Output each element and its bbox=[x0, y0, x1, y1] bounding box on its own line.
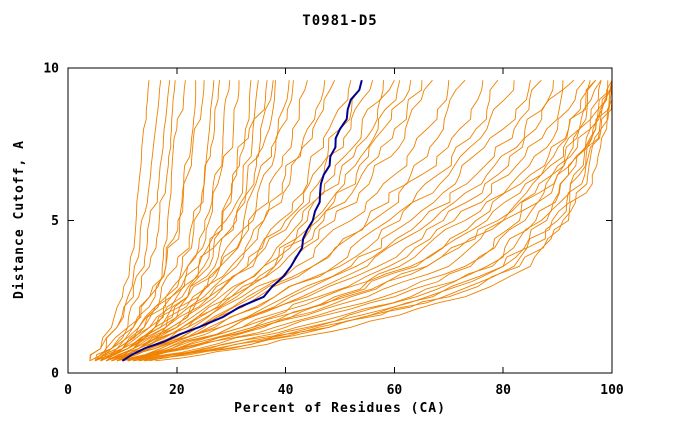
model-curve bbox=[138, 80, 609, 362]
model-curve bbox=[100, 80, 374, 362]
model-curve bbox=[111, 80, 352, 362]
model-curve bbox=[122, 79, 499, 362]
model-curve bbox=[94, 80, 162, 362]
model-curve bbox=[116, 80, 515, 362]
model-curve bbox=[133, 79, 597, 362]
model-curve bbox=[127, 80, 602, 362]
model-curve bbox=[133, 80, 613, 362]
model-curve bbox=[94, 80, 197, 361]
model-curve bbox=[100, 80, 186, 361]
model-curve bbox=[144, 80, 613, 362]
model-curve bbox=[94, 80, 176, 362]
model-curve bbox=[105, 80, 423, 362]
x-tick-label: 80 bbox=[495, 383, 511, 398]
x-tick-label: 100 bbox=[600, 383, 624, 398]
model-curve bbox=[111, 80, 384, 362]
model-curve bbox=[94, 80, 240, 362]
model-curve bbox=[116, 79, 542, 362]
model-curve bbox=[105, 80, 274, 362]
model-curve bbox=[122, 80, 591, 362]
x-axis-label: Percent of Residues (CA) bbox=[234, 401, 446, 416]
model-curve bbox=[154, 80, 613, 362]
model-curve bbox=[105, 79, 395, 362]
model-curve bbox=[149, 80, 613, 362]
model-curve bbox=[105, 80, 294, 362]
model-curve bbox=[105, 80, 252, 362]
model-curve bbox=[100, 80, 308, 362]
model-curve bbox=[133, 79, 613, 362]
chart-title: T0981-D5 bbox=[302, 13, 378, 29]
model-curve bbox=[89, 80, 171, 361]
model-curve bbox=[111, 80, 450, 362]
model-curve bbox=[95, 80, 221, 362]
model-curve bbox=[89, 80, 150, 361]
x-tick-label: 0 bbox=[64, 383, 72, 398]
x-tick-label: 40 bbox=[278, 383, 294, 398]
x-tick-label: 20 bbox=[169, 383, 185, 398]
y-tick-label: 10 bbox=[43, 62, 59, 77]
model-curve bbox=[100, 80, 215, 362]
x-tick-label: 60 bbox=[387, 383, 403, 398]
model-curve bbox=[122, 80, 564, 362]
highlight-curve bbox=[121, 79, 363, 362]
model-curve bbox=[138, 80, 613, 362]
y-tick-label: 0 bbox=[51, 367, 59, 382]
model-curve bbox=[100, 80, 231, 362]
model-curve bbox=[116, 79, 433, 362]
model-curve bbox=[111, 80, 484, 362]
model-curve bbox=[100, 80, 336, 362]
model-curve bbox=[133, 79, 602, 362]
model-curve bbox=[100, 80, 276, 362]
model-curve bbox=[127, 79, 575, 362]
y-tick-label: 5 bbox=[51, 214, 59, 229]
model-curve bbox=[127, 79, 597, 362]
model-curve bbox=[89, 80, 205, 362]
model-curve bbox=[94, 80, 268, 362]
model-curve bbox=[100, 80, 259, 362]
model-curve bbox=[122, 79, 586, 362]
